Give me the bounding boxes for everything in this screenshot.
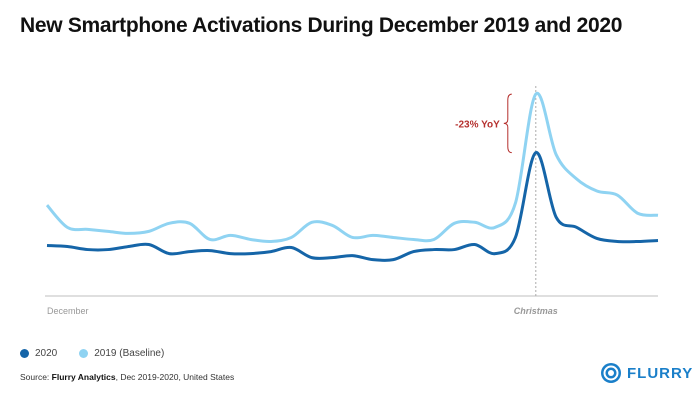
legend-label: 2020 (35, 348, 58, 359)
source-note: Source: Flurry Analytics, Dec 2019-2020,… (20, 372, 234, 382)
source-prefix: Source: (20, 372, 52, 382)
annotation-brace (503, 93, 512, 154)
source-detail: , Dec 2019-2020, United States (115, 372, 235, 382)
legend-label: 2019 (Baseline) (94, 348, 165, 359)
source-name: Flurry Analytics (51, 372, 116, 382)
flurry-logo-icon (601, 363, 621, 383)
flurry-logo: FLURRY (600, 362, 693, 384)
series-line-2019 (45, 91, 659, 244)
legend-item-2019: 2019 (Baseline) (79, 348, 164, 359)
legend-item-2020: 2020 (20, 348, 57, 359)
legend-swatch (79, 349, 89, 358)
legend: 2020 2019 (Baseline) (20, 348, 164, 359)
logo-text: FLURRY (627, 364, 694, 382)
legend-swatch (20, 349, 29, 358)
chart-title: New Smartphone Activations During Decemb… (20, 14, 623, 37)
series-line-2020 (46, 151, 659, 262)
annotation-label: -23% YoY (455, 119, 500, 130)
x-tick-label: Christmas (514, 306, 558, 316)
x-tick-label: December (47, 306, 89, 316)
